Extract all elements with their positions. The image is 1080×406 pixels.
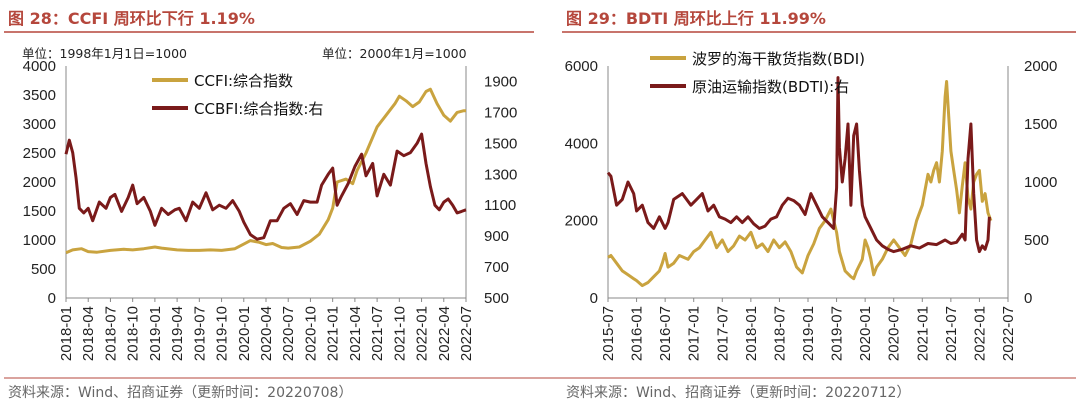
panel1-y-left-axis: 0 500 1000 1500 2000 2500 3000 3500 4000 — [23, 58, 67, 307]
x-tick-label: 2021-10 — [391, 306, 408, 361]
x-tick-label: 2018-07 — [771, 306, 788, 361]
x-tick-label: 2020-10 — [302, 306, 319, 361]
x-tick-label: 2021-01 — [325, 306, 342, 361]
panel-ccfi: 图 28：CCFI 周环比下行 1.19% 单位：1998年1月1日=1000 … — [4, 9, 534, 401]
x-tick-label: 2021-07 — [943, 306, 960, 361]
panel1-legend: CCFI:综合指数 CCBFI:综合指数:右 — [152, 72, 323, 118]
panel1-y-right-axis: 500 700 900 1100 1300 1500 1700 1900 — [465, 66, 517, 307]
x-tick-label: 2021-04 — [347, 306, 364, 361]
y-right-tick-label: 1000 — [1024, 174, 1057, 191]
x-tick-label: 2020-01 — [857, 306, 874, 361]
x-tick-label: 2017-01 — [686, 306, 703, 361]
x-tick-label: 2019-01 — [147, 306, 164, 361]
x-tick-label: 2022-07 — [1000, 306, 1017, 361]
y-left-tick-label: 1500 — [23, 203, 56, 220]
y-left-tick-label: 2000 — [565, 213, 598, 230]
panel1-title: 图 28：CCFI 周环比下行 1.19% — [8, 9, 255, 28]
y-left-tick-label: 2000 — [23, 174, 56, 191]
x-tick-label: 2020-01 — [236, 306, 253, 361]
x-tick-label: 2022-01 — [414, 306, 431, 361]
y-left-tick-label: 500 — [31, 261, 56, 278]
x-tick-label: 2019-07 — [829, 306, 846, 361]
x-tick-label: 2021-01 — [914, 306, 931, 361]
x-tick-label: 2018-10 — [125, 306, 142, 361]
x-tick-label: 2020-04 — [258, 306, 275, 361]
x-tick-label: 2022-04 — [436, 306, 453, 361]
panel2-title: 图 29：BDTI 周环比上行 11.99% — [566, 9, 826, 28]
panel1-x-axis: 2018-01 2018-04 2018-07 2018-10 2019-01 2019-… — [58, 297, 475, 361]
x-tick-label: 2022-01 — [971, 306, 988, 361]
x-tick-label: 2019-07 — [191, 306, 208, 361]
series-line-primary — [607, 80, 993, 288]
y-right-tick-label: 0 — [1024, 290, 1032, 307]
x-tick-label: 2021-07 — [369, 306, 386, 361]
x-tick-label: 2019-01 — [800, 306, 817, 361]
x-tick-label: 2019-10 — [214, 306, 231, 361]
legend-label-ccbfi: CCBFI:综合指数:右 — [194, 100, 323, 118]
x-tick-label: 2020-07 — [886, 306, 903, 361]
y-right-tick-label: 1100 — [484, 197, 516, 214]
x-tick-label: 2016-01 — [629, 306, 646, 361]
panel2-y-left-axis: 0 2000 4000 6000 — [565, 58, 609, 307]
panel2-y-right-axis: 0 500 1000 1500 2000 — [1007, 58, 1057, 307]
y-right-tick-label: 1500 — [484, 135, 517, 152]
y-left-tick-label: 3000 — [23, 116, 56, 133]
legend-label-bdti: 原油运输指数(BDTI):右 — [692, 78, 849, 96]
panel2-x-axis: 2015-07 2016-01 2016-07 2017-01 2017-07 2018-… — [600, 297, 1017, 361]
x-tick-label: 2018-01 — [743, 306, 760, 361]
panel2-series — [606, 76, 993, 288]
x-tick-label: 2015-07 — [600, 306, 617, 361]
y-right-tick-label: 1500 — [1024, 116, 1057, 133]
legend-label-ccfi: CCFI:综合指数 — [194, 72, 293, 90]
y-right-tick-label: 700 — [484, 259, 509, 276]
x-tick-label: 2017-07 — [714, 306, 731, 361]
y-left-tick-label: 3500 — [23, 87, 56, 104]
x-tick-label: 2018-01 — [58, 306, 75, 361]
y-left-tick-label: 4000 — [23, 58, 56, 75]
x-tick-label: 2019-04 — [169, 306, 186, 361]
y-left-tick-label: 4000 — [565, 135, 598, 152]
panel2-source: 资料来源：Wind、招商证券（更新时间：20220712） — [566, 385, 910, 401]
y-right-tick-label: 1900 — [484, 73, 517, 90]
panel1-unit-right: 单位：2000年1月=1000 — [322, 46, 467, 61]
y-right-tick-label: 900 — [484, 228, 509, 245]
y-right-tick-label: 500 — [1024, 232, 1049, 249]
y-left-tick-label: 6000 — [565, 58, 598, 75]
y-right-tick-label: 1300 — [484, 166, 517, 183]
y-left-tick-label: 0 — [48, 290, 56, 307]
panel1-unit-left: 单位：1998年1月1日=1000 — [22, 46, 187, 61]
panel1-source: 资料来源：Wind、招商证券（更新时间：20220708） — [8, 385, 352, 401]
series-line-primary — [65, 87, 466, 255]
series-line-secondary — [606, 76, 991, 254]
x-tick-label: 2018-04 — [80, 306, 97, 361]
x-tick-label: 2020-07 — [280, 306, 297, 361]
y-right-tick-label: 500 — [484, 290, 509, 307]
legend-label-bdi: 波罗的海干散货指数(BDI) — [692, 50, 865, 68]
y-left-tick-label: 0 — [590, 290, 598, 307]
x-tick-label: 2018-07 — [102, 306, 119, 361]
panel1-series — [64, 87, 467, 255]
x-tick-label: 2016-07 — [657, 306, 674, 361]
y-right-tick-label: 2000 — [1024, 58, 1057, 75]
x-tick-label: 2022-07 — [458, 306, 475, 361]
y-left-tick-label: 2500 — [23, 145, 56, 162]
y-right-tick-label: 1700 — [484, 104, 517, 121]
y-left-tick-label: 1000 — [23, 232, 56, 249]
panel-bdti: 图 29：BDTI 周环比上行 11.99% 0 2000 4000 6000 0 50… — [562, 9, 1076, 401]
panel2-legend: 波罗的海干散货指数(BDI) 原油运输指数(BDTI):右 — [650, 50, 865, 96]
series-line-secondary — [64, 132, 467, 241]
